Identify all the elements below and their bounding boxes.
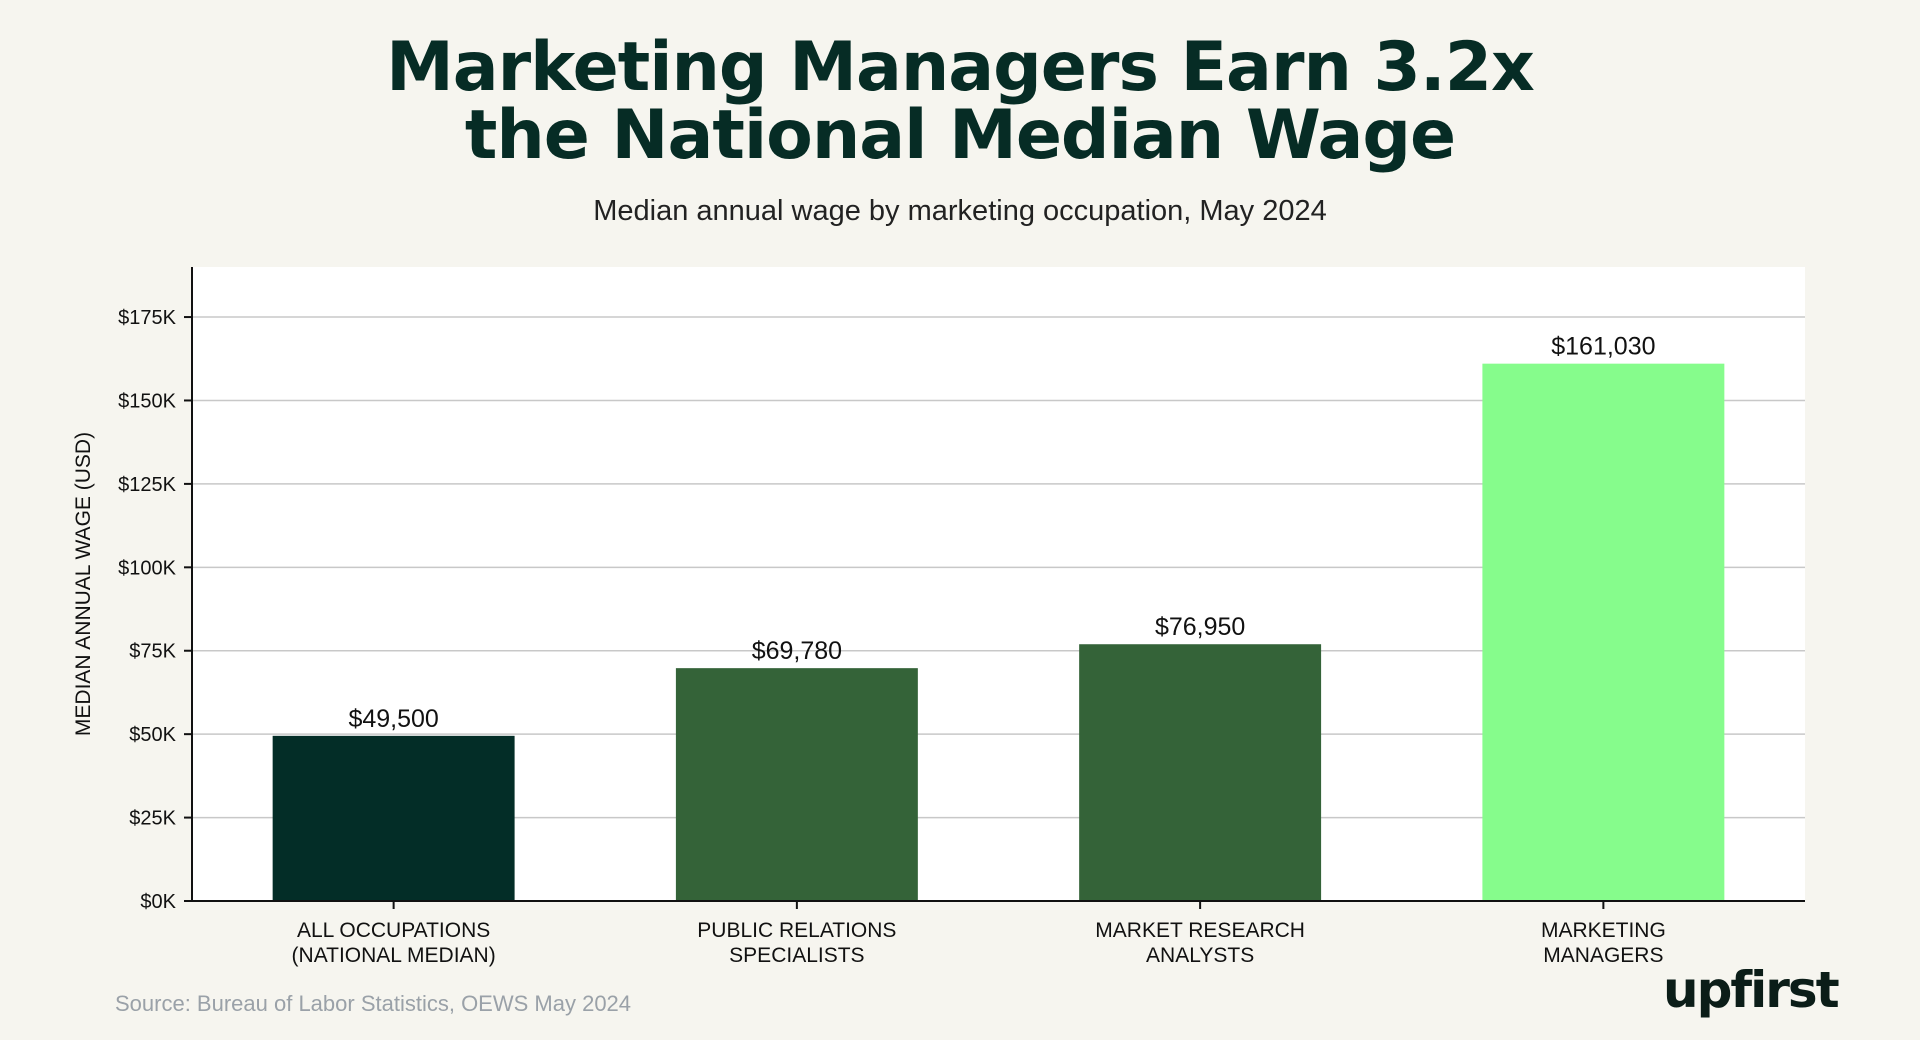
x-tick-label: MARKET RESEARCH — [1095, 919, 1305, 942]
x-tick-label: (NATIONAL MEDIAN) — [292, 944, 496, 967]
data-labels: $49,500 $69,780 $76,950 $161,030 — [348, 333, 1655, 733]
bar — [675, 668, 918, 901]
y-tick-label: $75K — [129, 641, 176, 663]
x-tick-label: PUBLIC RELATIONS — [697, 919, 896, 942]
data-label: $49,500 — [348, 705, 438, 733]
chart-title: Marketing Managers Earn 3.2x the Nationa… — [0, 34, 1920, 170]
bar — [272, 735, 515, 901]
y-tick-label: $175K — [118, 307, 176, 329]
y-tick-label: $100K — [118, 557, 176, 579]
data-label: $76,950 — [1155, 613, 1245, 641]
chart-subtitle: Median annual wage by marketing occupati… — [593, 195, 1327, 227]
bar — [1079, 644, 1322, 901]
x-tick-labels: ALL OCCUPATIONS(NATIONAL MEDIAN) PUBLIC R… — [292, 901, 1666, 967]
x-tick-label: ALL OCCUPATIONS — [297, 919, 490, 942]
y-tick-label: $150K — [118, 390, 176, 412]
bar-series — [272, 363, 1725, 901]
y-tick-label: $50K — [129, 724, 176, 746]
y-tick-labels: $0K $25K $50K $75K $100K $125K $150K $175K — [118, 307, 192, 913]
y-axis-label: MEDIAN ANNUAL WAGE (USD) — [72, 432, 95, 736]
y-tick-label: $125K — [118, 474, 176, 496]
data-label: $161,030 — [1551, 333, 1655, 361]
x-tick-label: SPECIALISTS — [729, 944, 864, 967]
x-tick-label: ANALYSTS — [1146, 944, 1254, 967]
x-tick-label: MARKETING — [1541, 919, 1666, 942]
x-tick-label: MANAGERS — [1543, 944, 1663, 967]
data-label: $69,780 — [752, 637, 842, 665]
bar — [1482, 363, 1725, 901]
y-tick-label: $25K — [129, 808, 176, 830]
chart-title-line-2: the National Median Wage — [464, 96, 1456, 175]
axes — [191, 267, 1805, 902]
upfirst-logo: upfirst — [1663, 961, 1840, 1019]
y-tick-label: $0K — [140, 891, 176, 913]
chart-title-line-1: Marketing Managers Earn 3.2x — [386, 28, 1535, 107]
source-note: Source: Bureau of Labor Statistics, OEWS… — [115, 991, 632, 1016]
